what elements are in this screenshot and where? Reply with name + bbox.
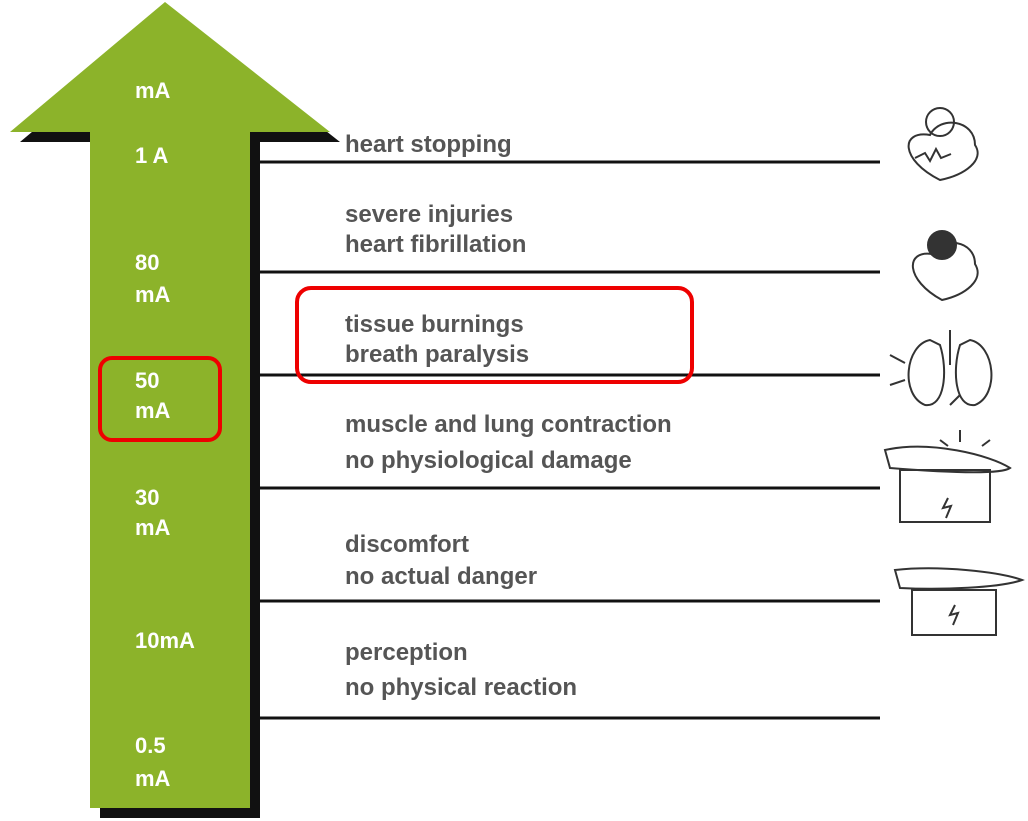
effect-label: breath paralysis bbox=[345, 341, 529, 368]
effect-label: heart stopping bbox=[345, 131, 512, 158]
level-label: mA bbox=[135, 282, 171, 307]
level-label: mA bbox=[135, 766, 171, 791]
level-label: mA bbox=[135, 398, 171, 423]
level-label: 0.5 bbox=[135, 733, 166, 758]
bolt-icon bbox=[950, 605, 958, 625]
effect-label: no physiological damage bbox=[345, 447, 632, 474]
bolt-icon bbox=[943, 498, 951, 518]
unit-label: mA bbox=[135, 78, 171, 103]
box-icon bbox=[912, 590, 996, 635]
level-label: 10mA bbox=[135, 628, 195, 653]
box-icon bbox=[900, 470, 990, 522]
lungs-icon bbox=[909, 330, 992, 405]
heart-vessel bbox=[928, 231, 956, 259]
level-label: 30 bbox=[135, 485, 159, 510]
level-label: mA bbox=[135, 515, 171, 540]
level-label: 1 A bbox=[135, 143, 169, 168]
level-label: 50 bbox=[135, 368, 159, 393]
effect-label: heart fibrillation bbox=[345, 231, 526, 258]
effect-label: no actual danger bbox=[345, 563, 537, 590]
hand-icon bbox=[885, 447, 1010, 472]
icons bbox=[885, 108, 1022, 635]
press-icon bbox=[940, 430, 990, 446]
diagram: mA 1 A 80 mA 50 mA 30 mA 10mA 0.5 mA heart stoppin… bbox=[0, 0, 1028, 821]
effect-label: no physical reaction bbox=[345, 674, 577, 701]
hand-icon bbox=[895, 568, 1022, 588]
effect-label: muscle and lung contraction bbox=[345, 411, 672, 438]
effect-label: discomfort bbox=[345, 531, 469, 558]
level-label: 80 bbox=[135, 250, 159, 275]
effect-label: severe injuries bbox=[345, 201, 513, 228]
effect-label: perception bbox=[345, 639, 468, 666]
effect-label: tissue burnings bbox=[345, 311, 524, 338]
heart-icon bbox=[909, 123, 978, 180]
ecg-icon bbox=[915, 149, 951, 161]
